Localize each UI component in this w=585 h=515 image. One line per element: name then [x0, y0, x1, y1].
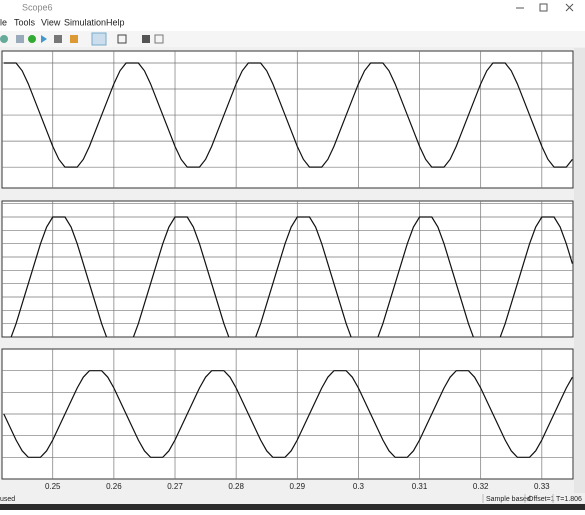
status-bar — [0, 493, 585, 504]
menu-item[interactable]: Help — [106, 17, 125, 27]
x-tick-label: 0.33 — [534, 482, 550, 491]
tool-icon[interactable] — [16, 35, 24, 43]
status-text: Sample based — [486, 496, 531, 503]
x-tick-label: 0.3 — [353, 482, 365, 491]
window-title: Scope6 — [22, 2, 53, 12]
plot-area — [1, 50, 574, 189]
waveform — [3, 62, 573, 168]
menu-item[interactable]: Simulation — [64, 17, 106, 27]
tool-icon[interactable] — [0, 35, 8, 43]
tool-icon[interactable] — [142, 35, 150, 43]
maximize-button[interactable] — [539, 3, 548, 12]
status-text: Offset=1 — [528, 496, 555, 503]
menu-item[interactable]: le — [0, 17, 7, 27]
tool-icon[interactable] — [54, 35, 62, 43]
side-panel — [574, 48, 585, 493]
status-text: used — [0, 496, 15, 503]
title-bar — [0, 0, 585, 16]
x-tick-label: 0.28 — [228, 482, 244, 491]
tool-icon[interactable] — [41, 35, 47, 43]
tool-icon[interactable] — [28, 35, 36, 43]
status-text: T=1.806 — [556, 496, 582, 503]
menu-item[interactable]: View — [41, 17, 61, 27]
tool-icon[interactable] — [91, 32, 107, 46]
x-tick-label: 0.27 — [167, 482, 183, 491]
close-button[interactable] — [565, 3, 574, 12]
tool-icon[interactable] — [154, 34, 164, 44]
menu-bar — [0, 16, 585, 31]
waveform — [10, 216, 573, 337]
tool-icon[interactable] — [117, 34, 127, 44]
x-tick-label: 0.26 — [106, 482, 122, 491]
x-tick-label: 0.31 — [412, 482, 428, 491]
toolbar — [0, 31, 585, 47]
x-tick-label: 0.29 — [289, 482, 305, 491]
menu-item[interactable]: Tools — [14, 17, 36, 27]
toolbar-icons — [0, 32, 164, 46]
plot-area — [1, 200, 574, 338]
taskbar-strip — [0, 504, 585, 510]
waveform — [3, 370, 573, 458]
tool-icon[interactable] — [70, 35, 78, 43]
x-tick-label: 0.25 — [45, 482, 61, 491]
x-tick-label: 0.32 — [473, 482, 489, 491]
